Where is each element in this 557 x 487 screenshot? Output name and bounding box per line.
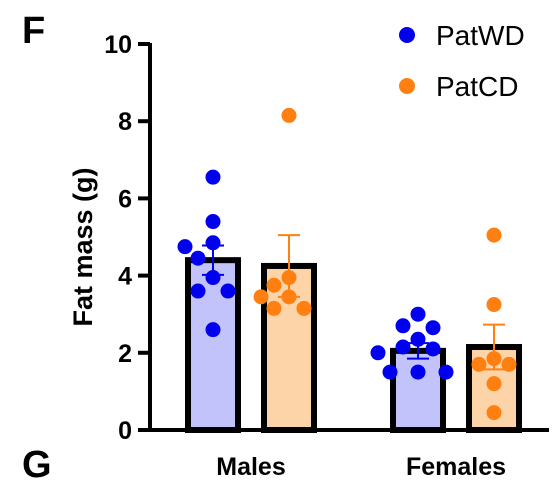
data-point-patwd [370,345,386,361]
data-point-patcd [486,227,502,243]
data-point-patcd [486,405,502,421]
y-tick-label: 2 [118,340,132,368]
legend-marker-patwd [399,27,415,43]
data-point-patwd [190,283,206,299]
error-bars-layer [202,234,505,371]
data-point-patwd [410,364,426,380]
data-point-patwd [190,250,206,266]
data-point-patcd [266,277,282,293]
data-point-patwd [395,318,411,334]
data-point-patwd [425,320,441,336]
data-point-patwd [177,239,193,255]
data-point-patwd [205,322,221,338]
panel-letter-f: F [22,10,46,52]
data-point-patwd [382,364,398,380]
data-point-patwd [438,364,454,380]
bar-patwd-females [390,347,446,433]
x-tick-label: Females [406,453,506,481]
legend-label-patwd: PatWD [436,20,525,51]
data-point-patwd [410,306,426,322]
data-point-patwd [205,270,221,286]
labels-layer: Fat mass (g) Males Females [68,167,506,481]
data-point-patcd [281,107,297,123]
data-point-patcd [501,356,517,372]
y-tick-label: 4 [118,263,132,291]
data-point-patcd [486,297,502,313]
data-point-patwd [205,235,221,251]
data-point-patwd [205,169,221,185]
data-points-layer [177,107,517,421]
panel-letter-g: G [22,444,52,486]
data-point-patcd [253,289,269,305]
data-point-patwd [220,283,236,299]
data-point-patcd [471,356,487,372]
data-point-patcd [486,351,502,367]
legend: PatWD PatCD [399,20,525,102]
data-point-patwd [425,341,441,357]
data-point-patcd [486,376,502,392]
data-point-patcd [281,270,297,286]
y-axis-label: Fat mass (g) [68,167,98,326]
data-point-patwd [395,339,411,355]
legend-label-patcd: PatCD [436,71,518,102]
legend-marker-patcd [399,78,415,94]
data-point-patcd [281,289,297,305]
y-tick-label: 10 [104,31,132,59]
data-point-patwd [205,214,221,230]
data-point-patcd [296,300,312,316]
bars-layer [185,257,522,434]
y-tick-label: 0 [118,417,132,445]
data-point-patcd [266,300,282,316]
axes: 0 2 4 6 8 10 [104,31,549,445]
data-point-patwd [410,331,426,347]
y-tick-label: 6 [118,185,132,213]
x-tick-label: Males [216,453,285,481]
y-tick-label: 8 [118,108,132,136]
